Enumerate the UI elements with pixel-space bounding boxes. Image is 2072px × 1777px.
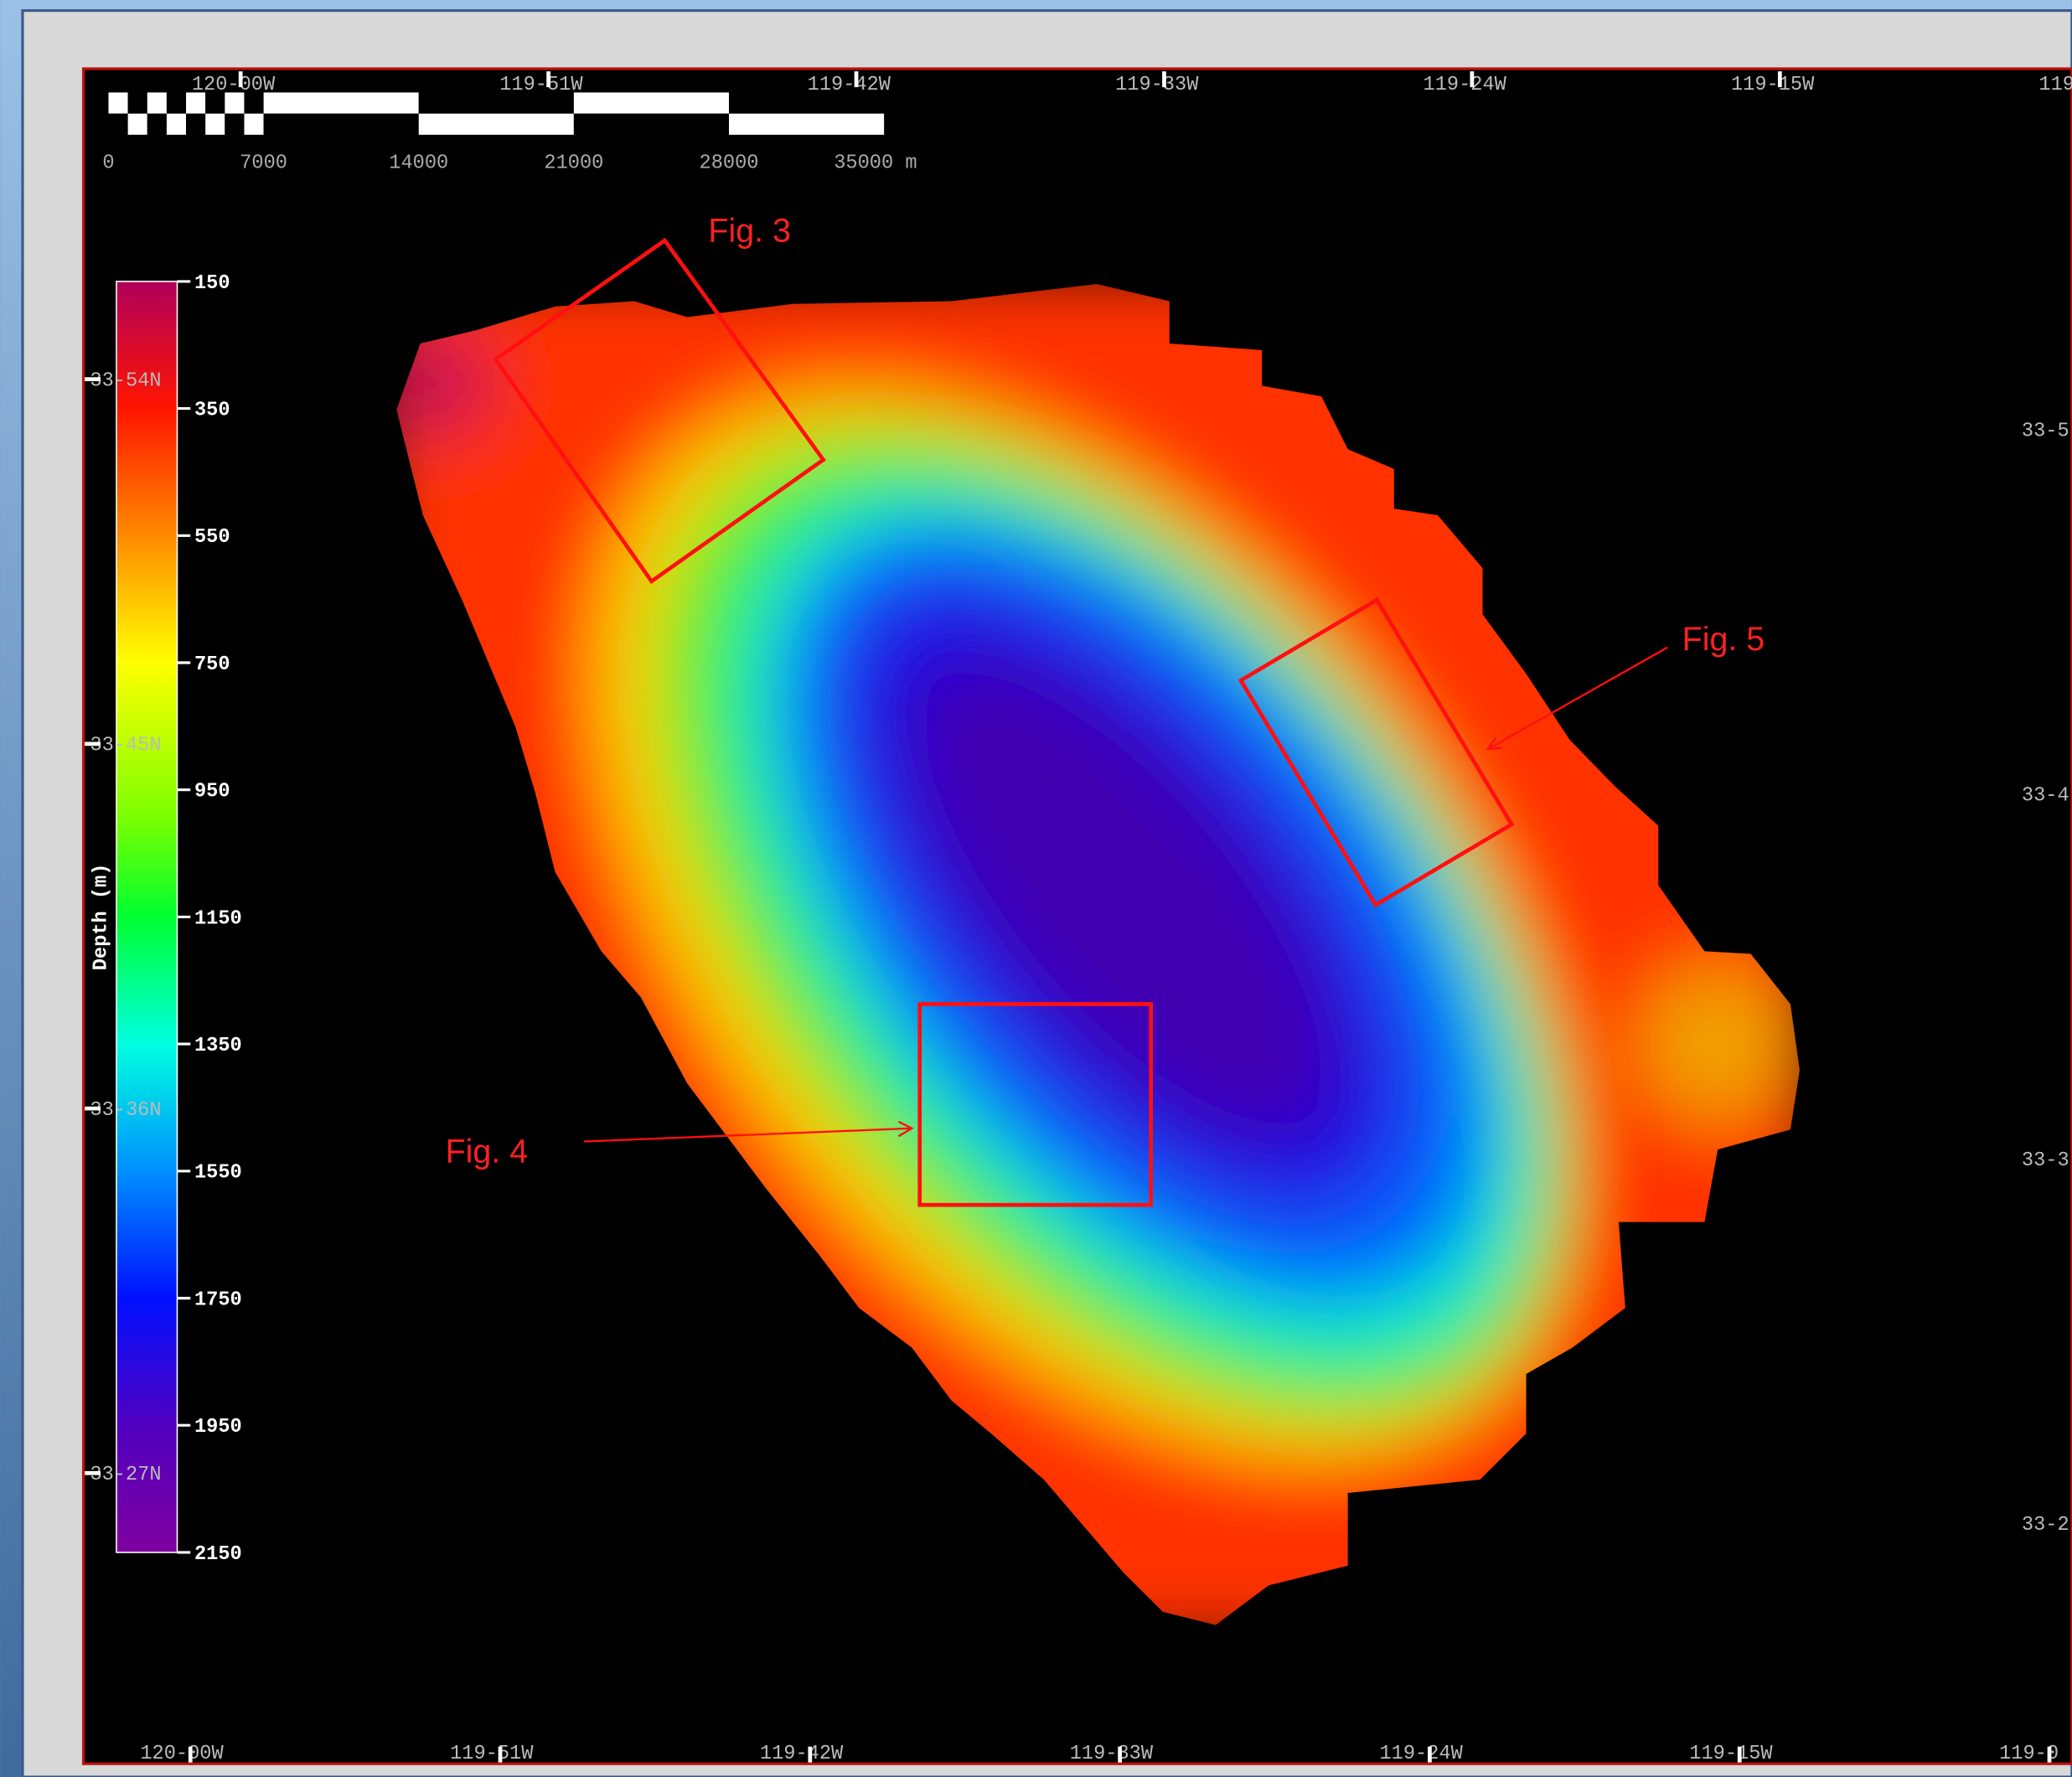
annotation: Fig. 3	[708, 213, 791, 250]
scale-label: 7000	[240, 152, 287, 174]
colorbar-label: Depth (m)	[90, 864, 112, 971]
lat-label: 33-2	[2022, 1514, 2069, 1537]
scale-check	[147, 114, 167, 135]
lon-label: 119-51W	[450, 1743, 534, 1765]
lon-label: 119-33W	[1070, 1743, 1154, 1765]
scale-label: 14000	[389, 152, 448, 174]
scale-check	[244, 114, 263, 135]
colorbar-tick-label: 1150	[194, 907, 242, 930]
scale-segment	[419, 114, 574, 135]
lon-label: 119-51W	[499, 74, 583, 96]
colorbar	[116, 282, 178, 1552]
scale-segment	[574, 114, 729, 135]
colorbar-tick-label: 350	[194, 399, 230, 421]
lon-label: 119-24W	[1380, 1743, 1464, 1765]
colorbar-tick-label: 950	[194, 781, 230, 803]
lat-label: 33-27N	[90, 1464, 161, 1486]
colorbar-tick-label: 2150	[194, 1543, 242, 1566]
scale-label: 21000	[544, 152, 603, 174]
lon-label: 119-15W	[1731, 74, 1815, 96]
annotation: Fig. 4	[446, 1134, 529, 1170]
lat-label: 33-36N	[90, 1099, 161, 1122]
lat-label: 33-4	[2022, 785, 2069, 808]
lat-label: 33-3	[2022, 1149, 2069, 1172]
lon-label: 120-00W	[192, 74, 276, 96]
scale-label: 35000 m	[834, 152, 917, 174]
scale-check	[108, 114, 127, 135]
scale-segment	[574, 92, 729, 113]
lon-label: 119-42W	[760, 1743, 844, 1765]
colorbar-tick-label: 750	[194, 653, 230, 676]
scale-check	[128, 114, 147, 135]
scale-label: 0	[102, 152, 114, 174]
screenshot: Fig. 3 Fig. 4 Fig. 5 Depth (m) 150 350 550…	[0, 0, 2072, 1777]
scale-check	[225, 114, 244, 135]
scale-check	[167, 92, 186, 113]
scale-segment	[729, 114, 884, 135]
lon-label: 119	[2038, 74, 2072, 96]
colorbar-tick-label: 1750	[194, 1289, 242, 1311]
colorbar-tick-label: 1350	[194, 1035, 242, 1057]
scale-check	[147, 92, 167, 113]
scale-label: 28000	[700, 152, 759, 174]
scale-check	[205, 114, 225, 135]
scale-segment	[264, 114, 419, 135]
lon-label: 119-42W	[808, 74, 891, 96]
colorbar-tick-label: 1550	[194, 1162, 242, 1185]
lon-label: 119-24W	[1424, 74, 1507, 96]
lat-label: 33-5	[2022, 420, 2069, 442]
colorbar-tick-label: 150	[194, 272, 230, 295]
scale-check	[128, 92, 147, 113]
scale-check	[108, 92, 127, 113]
scale-check	[186, 114, 205, 135]
scale-check	[167, 114, 186, 135]
scale-segment	[264, 92, 419, 113]
annotation: Fig. 5	[1682, 621, 1765, 658]
lon-label: 119-15W	[1689, 1743, 1773, 1765]
lon-label: 120-00W	[140, 1743, 224, 1765]
colorbar-tick-label: 550	[194, 526, 230, 549]
page: {"map":{ "annotations":["Fig. 3","Fig. 4…	[0, 0, 2072, 1777]
lat-label: 33-45N	[90, 735, 161, 757]
colorbar-tick-label: 1950	[194, 1416, 242, 1439]
lat-label: 33-54N	[90, 369, 161, 392]
lon-label: 119-33W	[1115, 74, 1199, 96]
